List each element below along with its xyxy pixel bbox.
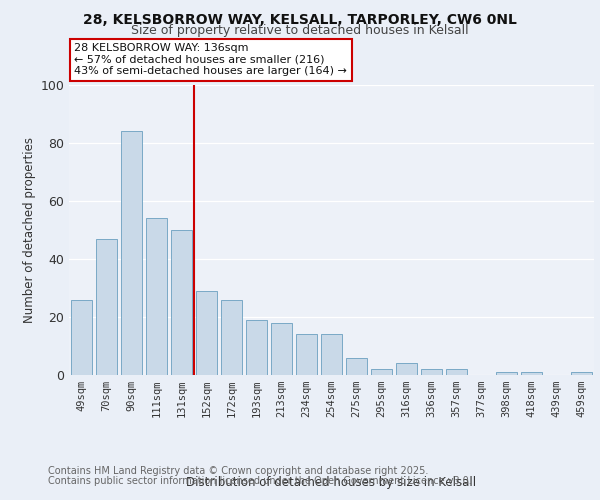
Text: 28, KELSBORROW WAY, KELSALL, TARPORLEY, CW6 0NL: 28, KELSBORROW WAY, KELSALL, TARPORLEY, … [83,12,517,26]
Bar [396,364,417,375]
Text: 28 KELSBORROW WAY: 136sqm
← 57% of detached houses are smaller (216)
43% of semi: 28 KELSBORROW WAY: 136sqm ← 57% of detac… [74,43,347,76]
Text: Contains public sector information licensed under the Open Government Licence v3: Contains public sector information licen… [48,476,472,486]
Bar [121,132,142,375]
Text: Contains HM Land Registry data © Crown copyright and database right 2025.: Contains HM Land Registry data © Crown c… [48,466,428,476]
Y-axis label: Number of detached properties: Number of detached properties [23,137,36,323]
Bar [421,369,442,375]
Bar [571,372,592,375]
Bar [371,369,392,375]
Text: Size of property relative to detached houses in Kelsall: Size of property relative to detached ho… [131,24,469,37]
Bar [196,291,217,375]
Bar [496,372,517,375]
Bar [296,334,317,375]
Bar [271,323,292,375]
Bar [71,300,92,375]
Bar [146,218,167,375]
Bar [221,300,242,375]
Bar [171,230,192,375]
X-axis label: Distribution of detached houses by size in Kelsall: Distribution of detached houses by size … [187,476,476,488]
Bar [96,238,117,375]
Bar [321,334,342,375]
Bar [446,369,467,375]
Bar [346,358,367,375]
Bar [521,372,542,375]
Bar [246,320,267,375]
